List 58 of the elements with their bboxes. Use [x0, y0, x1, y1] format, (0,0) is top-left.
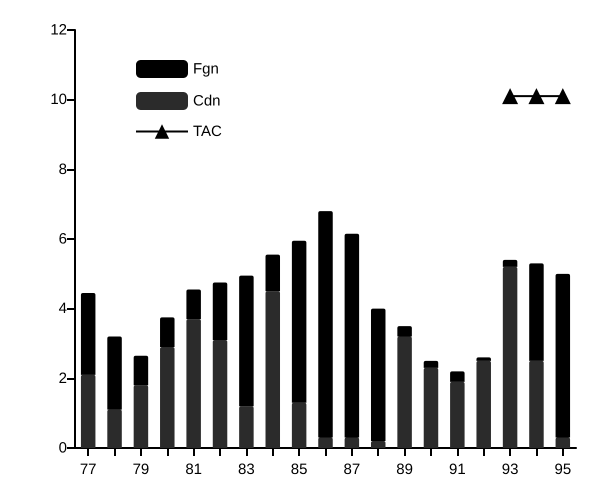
y-tick-label: 12 [50, 22, 67, 38]
legend-label: TAC [193, 123, 222, 140]
bar [450, 371, 465, 382]
legend-label: Fgn [193, 60, 219, 78]
bar [344, 438, 360, 448]
bar [212, 282, 228, 340]
bar [266, 291, 280, 448]
x-tick-label: 79 [132, 461, 150, 478]
x-tick-label: 81 [185, 461, 202, 478]
bar [556, 274, 570, 438]
bar [370, 441, 386, 448]
bar [397, 336, 412, 448]
y-tick-label: 10 [50, 91, 67, 108]
bar [160, 346, 175, 448]
y-tick-label: 2 [58, 370, 67, 387]
x-tick-label: 89 [396, 461, 413, 478]
x-tick-label: 91 [449, 461, 466, 478]
bar [556, 438, 570, 448]
bar [134, 356, 148, 386]
bar [292, 240, 306, 403]
x-tick-label: 77 [80, 461, 97, 478]
bar [239, 276, 254, 406]
bar [450, 382, 465, 448]
x-tick-label: 83 [238, 461, 255, 478]
x-tick-label: 87 [344, 461, 360, 478]
bar [186, 290, 201, 320]
bar [80, 292, 96, 375]
bar [212, 340, 228, 448]
bar [502, 260, 518, 267]
bar [107, 336, 122, 410]
bar [134, 385, 148, 448]
bar [476, 360, 491, 448]
bar [502, 266, 518, 448]
bar [344, 234, 360, 438]
y-tick-label: 6 [58, 230, 67, 248]
x-tick-label: 85 [290, 461, 308, 478]
x-tick-label: 93 [502, 461, 518, 478]
bar [529, 360, 544, 448]
bar [318, 211, 333, 438]
bar [424, 368, 438, 448]
bar [160, 317, 175, 347]
bar [186, 319, 201, 448]
bar [424, 360, 438, 368]
bar [239, 406, 254, 448]
bar [318, 438, 333, 448]
y-tick-label: 4 [58, 300, 67, 318]
bar [266, 254, 280, 292]
bar [292, 402, 306, 448]
bar [397, 326, 412, 337]
bar [529, 263, 544, 361]
bar [370, 308, 386, 442]
y-tick-label: 0 [58, 440, 67, 456]
bar [80, 374, 96, 448]
y-tick-label: 8 [58, 160, 67, 178]
bar [107, 410, 122, 448]
bar [476, 357, 491, 361]
x-tick-label: 95 [554, 461, 572, 478]
legend-label: Cdn [193, 92, 221, 110]
